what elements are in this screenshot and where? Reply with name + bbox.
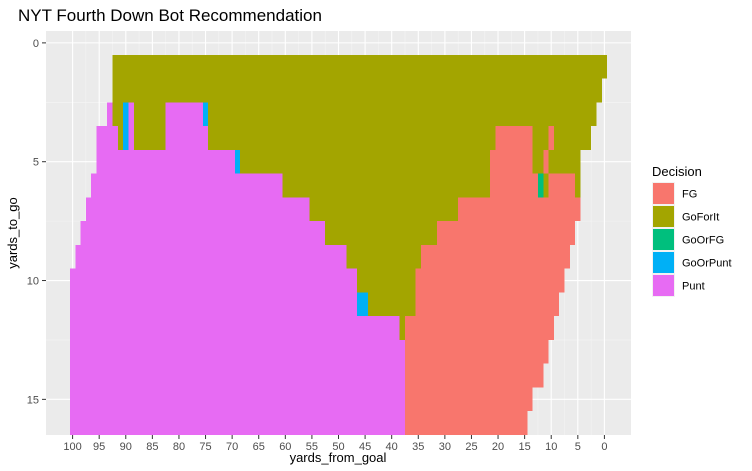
tile-goforit xyxy=(532,126,554,150)
legend-swatch-goorpunt xyxy=(653,252,674,273)
x-tick-label: 75 xyxy=(199,441,211,453)
legend-label-punt: Punt xyxy=(682,281,705,293)
tile-fg xyxy=(404,387,533,412)
tile-goforit xyxy=(309,197,464,222)
x-tick-label: 40 xyxy=(386,441,398,453)
y-axis-title: yards_to_go xyxy=(5,197,20,269)
chart-title: NYT Fourth Down Bot Recommendation xyxy=(18,6,322,25)
tile-goforit xyxy=(548,149,581,174)
y-tick-label: 15 xyxy=(27,394,39,406)
legend: Decision FG GoForIt GoOrFG GoOrPunt Punt xyxy=(652,164,732,297)
x-tick-label: 65 xyxy=(253,441,265,453)
tile-goforit xyxy=(553,126,592,150)
tile-punt xyxy=(80,221,331,245)
tile-fg xyxy=(548,173,581,198)
tile-punt xyxy=(96,126,124,150)
tile-fg xyxy=(415,292,560,317)
x-tick-label: 90 xyxy=(120,441,132,453)
tile-fg xyxy=(404,363,544,388)
x-tick-label: 50 xyxy=(332,441,344,453)
tile-goforit xyxy=(208,126,501,150)
tile-goforit xyxy=(112,54,608,79)
legend-label-goforit: GoForIt xyxy=(682,212,719,224)
tile-punt xyxy=(91,173,288,198)
legend-swatch-goorfg xyxy=(653,229,674,250)
legend-label-fg: FG xyxy=(682,189,697,201)
tile-fg xyxy=(495,126,538,150)
x-axis-title: yards_from_goal xyxy=(290,450,387,465)
x-tick-label: 25 xyxy=(465,441,477,453)
y-tick-label: 0 xyxy=(33,38,39,50)
x-tick-label: 60 xyxy=(279,441,291,453)
x-tick-label: 10 xyxy=(545,441,557,453)
tile-goforit xyxy=(240,149,496,174)
tile-punt xyxy=(69,339,411,364)
tile-fg xyxy=(490,173,544,198)
x-tick-label: 80 xyxy=(173,441,185,453)
tile-fg xyxy=(420,244,570,269)
tile-goforit xyxy=(112,78,602,103)
y-tick-label: 5 xyxy=(33,157,39,169)
tile-fg xyxy=(436,221,576,245)
x-tick-label: 5 xyxy=(575,441,581,453)
tile-punt xyxy=(75,244,352,269)
tile-goforit xyxy=(282,173,496,198)
x-tick-label: 70 xyxy=(226,441,238,453)
tile-punt xyxy=(165,126,214,150)
tile-punt xyxy=(69,411,411,435)
tile-goforit xyxy=(133,102,171,127)
x-tick-label: 55 xyxy=(306,441,318,453)
legend-swatch-punt xyxy=(653,275,674,296)
x-tick-label: 85 xyxy=(146,441,158,453)
tile-fg xyxy=(404,316,554,340)
tile-punt xyxy=(69,316,405,340)
tile-punt xyxy=(69,387,411,412)
tile-fg xyxy=(404,339,549,364)
x-tick-label: 45 xyxy=(359,441,371,453)
legend-title: Decision xyxy=(652,164,702,179)
tile-fg xyxy=(458,197,581,222)
x-tick-label: 15 xyxy=(519,441,531,453)
tile-goforit xyxy=(367,292,421,317)
tile-fg xyxy=(415,268,565,293)
legend-label-goorpunt: GoOrPunt xyxy=(682,258,732,270)
x-tick-label: 0 xyxy=(601,441,607,453)
tile-goforit xyxy=(575,173,581,198)
x-tick-label: 95 xyxy=(93,441,105,453)
tile-punt xyxy=(69,292,363,317)
x-tick-label: 100 xyxy=(63,441,81,453)
legend-swatch-fg xyxy=(653,183,674,204)
x-tick-label: 30 xyxy=(439,441,451,453)
y-axis: 0 5 10 15 xyxy=(27,38,46,406)
tile-goforit xyxy=(346,244,427,269)
y-tick-label: 10 xyxy=(27,276,39,288)
tile-goforit xyxy=(325,221,443,245)
tile-goforit xyxy=(357,268,421,293)
tile-fg xyxy=(490,149,538,174)
x-tick-label: 20 xyxy=(492,441,504,453)
tile-fg xyxy=(404,411,528,435)
tile-punt xyxy=(96,149,241,174)
tile-punt xyxy=(69,363,411,388)
tile-goforit xyxy=(133,126,171,150)
legend-label-goorfg: GoOrFG xyxy=(682,235,724,247)
tile-punt xyxy=(165,102,209,127)
tile-goforit xyxy=(208,102,597,127)
legend-swatch-goforit xyxy=(653,206,674,227)
x-tick-label: 35 xyxy=(412,441,424,453)
tile-punt xyxy=(85,197,315,222)
heatmap-tiles xyxy=(69,54,608,435)
x-axis: 100 95 90 85 80 75 70 65 60 55 50 45 40 35 30 25 20 15 10 5… xyxy=(63,435,607,453)
tile-punt xyxy=(69,268,363,293)
